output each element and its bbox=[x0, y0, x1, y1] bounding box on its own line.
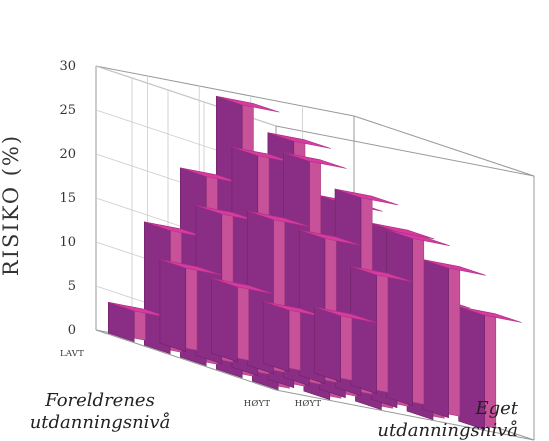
bar-top bbox=[371, 222, 435, 240]
y-tick-label: 15 bbox=[59, 191, 76, 206]
bar-top bbox=[159, 259, 223, 276]
y-tick-label: 25 bbox=[59, 103, 76, 118]
bar bbox=[458, 306, 522, 431]
bar-top bbox=[458, 306, 522, 323]
bar-top bbox=[211, 278, 275, 295]
bar-top bbox=[386, 229, 450, 246]
bar-top bbox=[422, 259, 486, 276]
y-tick-label: 10 bbox=[59, 235, 76, 250]
y-tick-label: 20 bbox=[59, 147, 76, 162]
bar bbox=[422, 259, 486, 419]
bar-top bbox=[350, 266, 414, 283]
frame-edge bbox=[275, 125, 535, 177]
bar-top bbox=[314, 306, 378, 324]
bar bbox=[386, 229, 450, 407]
bar-side bbox=[422, 259, 449, 419]
bar-top bbox=[283, 152, 347, 169]
frame-edge bbox=[275, 389, 535, 441]
bar-side bbox=[262, 301, 290, 373]
x-axis-level-label: HØYT bbox=[295, 398, 322, 409]
bar bbox=[314, 306, 378, 383]
bar bbox=[350, 265, 414, 395]
bar bbox=[159, 259, 223, 353]
z-axis-title: Foreldrenes utdanningsnivå bbox=[30, 390, 171, 433]
bar-top bbox=[335, 188, 399, 206]
frame-edge bbox=[353, 115, 535, 177]
frame-edge bbox=[95, 65, 355, 117]
bar-side bbox=[211, 277, 238, 363]
y-axis-label: RISIKO (%) bbox=[0, 134, 23, 276]
bar-top bbox=[299, 229, 363, 246]
bar-top bbox=[216, 96, 280, 113]
x-axis-title: Eget utdanningsnivå bbox=[377, 398, 518, 441]
bar-side bbox=[159, 259, 187, 353]
bar-side bbox=[386, 229, 413, 407]
bar bbox=[211, 277, 275, 363]
z-axis-level-label: HØYT bbox=[244, 398, 271, 409]
bar-side bbox=[314, 306, 341, 383]
bar bbox=[262, 301, 327, 373]
bar-top bbox=[267, 132, 331, 149]
y-tick-label: 30 bbox=[59, 59, 76, 74]
y-tick-label: 5 bbox=[68, 279, 76, 294]
y-tick-label: 0 bbox=[68, 323, 76, 338]
bar-side bbox=[350, 265, 377, 395]
frame-edge bbox=[95, 329, 277, 391]
bar bbox=[108, 301, 172, 343]
z-axis-level-label: LAVT bbox=[60, 349, 84, 359]
bar-top bbox=[247, 210, 311, 228]
